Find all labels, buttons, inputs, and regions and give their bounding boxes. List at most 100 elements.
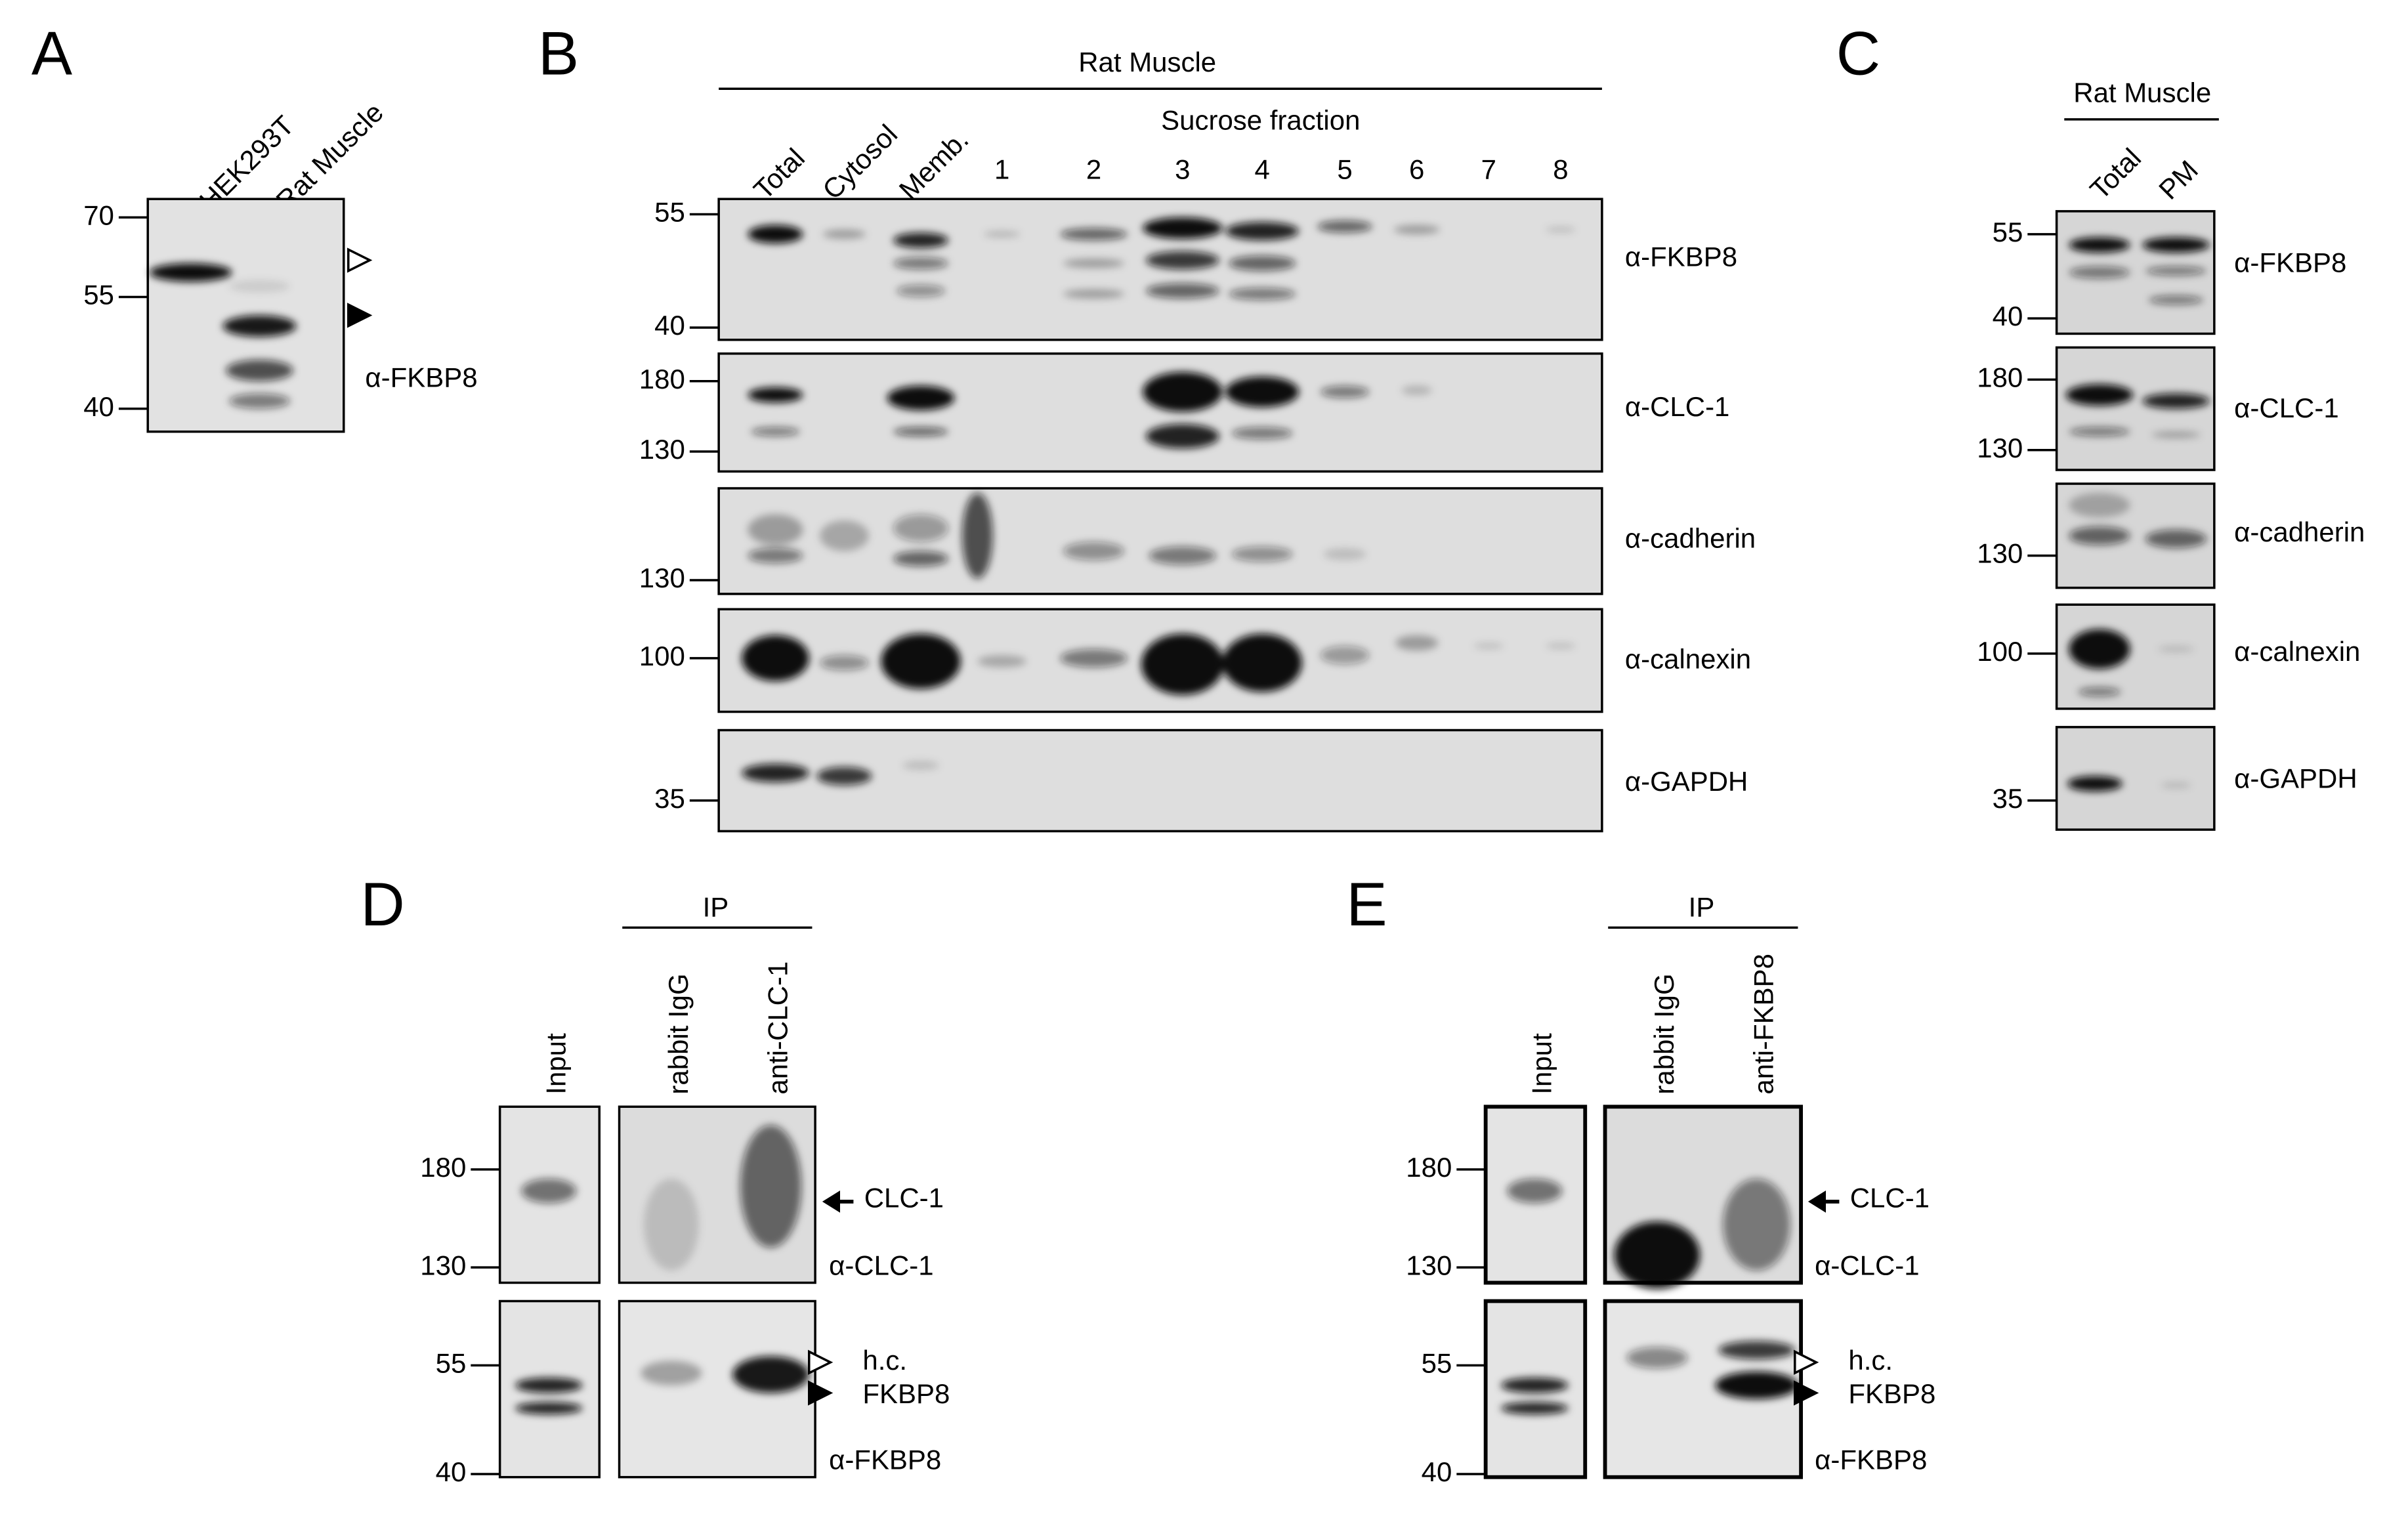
arrowhead: [1794, 1380, 1819, 1406]
blot-frame: [618, 1105, 816, 1284]
band: [1718, 1341, 1795, 1360]
marker-label: 180: [1977, 362, 2023, 393]
band: [1723, 1178, 1790, 1271]
bands: [149, 263, 297, 409]
lane-label: 6: [1409, 154, 1424, 184]
band: [2145, 266, 2207, 276]
marker-label: 40: [654, 310, 685, 341]
band: [1063, 541, 1125, 560]
group-label: Rat Muscle: [2073, 77, 2211, 108]
band: [521, 1178, 577, 1204]
panel-label: E: [1346, 870, 1387, 939]
antibody-label: α-FKBP8: [365, 362, 477, 393]
blot-frame: [1603, 1105, 1804, 1285]
band: [1141, 633, 1224, 695]
arrowhead: [808, 1380, 834, 1406]
band: [1395, 635, 1439, 651]
arrowhead: [1794, 1349, 1819, 1375]
group-label: Rat Muscle: [1078, 47, 1216, 77]
band: [228, 393, 291, 409]
band: [643, 1178, 699, 1271]
bands: [643, 1125, 802, 1271]
bands: [515, 1378, 583, 1415]
band: [1473, 643, 1504, 649]
band: [2069, 526, 2130, 545]
blot-frame: [146, 198, 345, 433]
band: [732, 1356, 809, 1393]
band-label: h.c.: [862, 1345, 907, 1376]
band: [1393, 224, 1440, 234]
lane-label: rabbit IgG: [663, 973, 694, 1094]
blot: [148, 199, 344, 432]
band-label: CLC-1: [864, 1183, 944, 1214]
band: [2151, 431, 2201, 438]
blot-frame: [498, 1299, 601, 1479]
band: [2069, 266, 2130, 279]
antibody-label: α-FKBP8: [1815, 1444, 1927, 1475]
band: [2069, 493, 2130, 518]
lane-label: rabbit IgG: [1649, 973, 1679, 1094]
band: [983, 231, 1021, 238]
bands: [742, 633, 1576, 695]
marker-label: 40: [1422, 1456, 1452, 1487]
band: [2161, 782, 2191, 789]
panel-label: B: [538, 19, 579, 87]
band: [228, 280, 291, 293]
marker-label: 180: [1406, 1152, 1452, 1183]
antibody-label: α-calnexin: [2234, 636, 2360, 667]
band: [816, 767, 872, 786]
band: [1317, 220, 1373, 233]
band: [1145, 424, 1219, 449]
band: [742, 635, 809, 681]
band: [751, 427, 800, 436]
band: [1323, 547, 1366, 560]
marker-label: 55: [654, 197, 685, 228]
bands: [2065, 384, 2210, 438]
bands: [748, 217, 1576, 301]
marker-label: 55: [83, 280, 114, 310]
bands: [1500, 1378, 1569, 1415]
marker-label: 130: [1977, 538, 2023, 569]
bands: [748, 493, 1366, 579]
band: [1225, 376, 1299, 408]
antibody-label: α-cadherin: [1625, 522, 1756, 553]
band: [515, 1402, 583, 1415]
marker-label: 40: [436, 1456, 467, 1487]
band: [902, 761, 940, 771]
band: [1228, 255, 1296, 271]
band: [977, 655, 1026, 667]
marker-label: 100: [1977, 636, 2023, 667]
group-label: Sucrose fraction: [1161, 105, 1360, 136]
bands: [742, 761, 940, 786]
band: [641, 1361, 702, 1385]
band: [1145, 251, 1219, 270]
bands: [2069, 493, 2207, 548]
marker-label: 100: [639, 641, 685, 671]
band: [820, 520, 869, 551]
band: [896, 284, 946, 297]
band: [1231, 546, 1293, 562]
band: [2142, 237, 2210, 253]
band: [1715, 1371, 1798, 1399]
band: [1507, 1178, 1563, 1204]
band: [893, 514, 949, 542]
marker-label: 55: [1422, 1348, 1452, 1379]
band: [1063, 259, 1125, 268]
band: [2069, 629, 2130, 669]
blot-frame: [498, 1105, 601, 1284]
group-label: IP: [703, 891, 729, 922]
band: [1320, 646, 1370, 665]
marker-label: 70: [83, 200, 114, 230]
band: [893, 427, 949, 436]
band: [748, 547, 803, 564]
antibody-label: α-CLC-1: [1815, 1250, 1920, 1280]
antibody-label: α-GAPDH: [2234, 763, 2357, 794]
band: [149, 263, 232, 282]
blot-frame: [2055, 346, 2216, 471]
lane-label: 1: [994, 154, 1009, 184]
band: [881, 633, 961, 689]
arrowhead: [347, 247, 373, 273]
band: [893, 232, 949, 248]
band: [1063, 289, 1125, 299]
